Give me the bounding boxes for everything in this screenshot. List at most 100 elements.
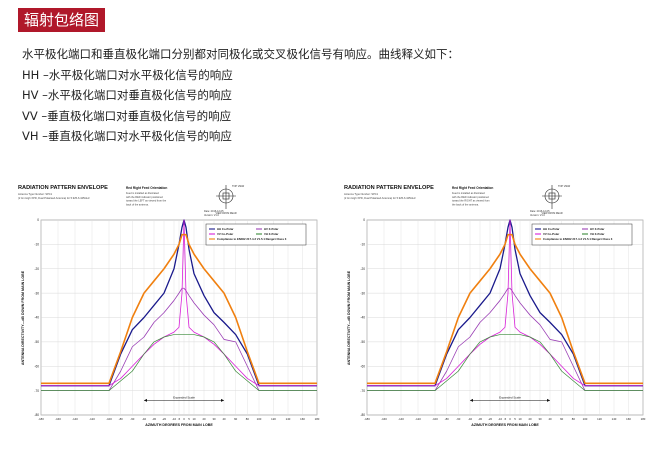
x-tick-label: -60: [456, 417, 460, 421]
orientation-text: toward the RIGHT as viewed from: [452, 200, 490, 203]
x-tick-label: -120: [89, 417, 95, 421]
feed-block: [222, 192, 230, 200]
legend-label-hv: HV X-Polar: [590, 227, 605, 231]
legend-label-vh: VH X-Polar: [264, 232, 279, 236]
y-tick-label: 0: [363, 218, 365, 222]
feed-label: TOP VIEW: [558, 185, 571, 188]
x-tick-label: -40: [142, 417, 146, 421]
x-tick-label: 5: [514, 417, 516, 421]
series-line-vh: [41, 334, 317, 391]
x-tick-label: -60: [130, 417, 134, 421]
y-tick-label: -80: [34, 413, 39, 417]
curve-definition-vh: VH –垂直极化端口对水平极化信号的响应: [22, 129, 232, 143]
arrow-head-icon: [221, 398, 224, 402]
legend-label-hv: HV X-Polar: [264, 227, 279, 231]
orientation-text: back of the antenna.: [126, 203, 149, 206]
feed-orientation-icon: TOP VIEW: [542, 185, 571, 209]
chart-date: Date: 2016-12-05: [204, 210, 224, 213]
x-tick-label: 10: [518, 417, 522, 421]
chart-subtitle: Antenna Type Number: SPC1: [344, 192, 379, 196]
x-tick-label: 100: [257, 417, 262, 421]
x-tick-label: 0: [183, 417, 185, 421]
x-tick-label: 80: [246, 417, 250, 421]
y-tick-label: -10: [34, 243, 39, 247]
expanded-scale-label: Expanded Scale: [499, 395, 521, 399]
chart-subtitle: (2 4m High XPD, Dual Polarised Antenna) …: [344, 196, 416, 200]
y-tick-label: -80: [360, 413, 365, 417]
y-tick-label: -50: [360, 340, 365, 344]
x-tick-label: 40: [548, 417, 552, 421]
orientation-text: with the RED indicator positioned: [452, 196, 489, 199]
chart-subtitle: Antenna Type Number: SPC1: [18, 192, 53, 196]
y-tick-label: -60: [360, 364, 365, 368]
feed-label: TOP VIEW: [232, 185, 245, 188]
feed-orientation-icon: TOP VIEW: [216, 185, 245, 209]
x-tick-label: -20: [162, 417, 166, 421]
x-tick-label: -80: [119, 417, 123, 421]
orientation-text: with the RED indicator positioned: [126, 196, 163, 199]
x-tick-label: 120: [597, 417, 602, 421]
series-line-envelope: [367, 233, 643, 385]
orientation-text: Feed is installed as illustrated: [126, 192, 159, 195]
x-tick-label: -160: [55, 417, 61, 421]
y-tick-label: -70: [360, 389, 365, 393]
series-line-hv: [367, 287, 643, 392]
y-tick-label: -40: [34, 316, 39, 320]
x-tick-label: -140: [72, 417, 78, 421]
x-tick-label: 80: [572, 417, 576, 421]
x-tick-label: -100: [106, 417, 112, 421]
chart-version: Version: V1.0: [530, 214, 545, 217]
x-tick-label: -5: [178, 417, 181, 421]
x-axis-label: AZIMUTH DEGREES FROM MAIN LOBE: [471, 423, 539, 427]
chart-heading: RADIATION PATTERN ENVELOPE: [344, 185, 434, 191]
arrow-head-icon: [470, 398, 473, 402]
x-tick-label: 30: [212, 417, 216, 421]
orientation-text: toward the LEFT as viewed from the: [126, 200, 167, 203]
series-line-hv: [41, 287, 317, 392]
x-tick-label: -100: [432, 417, 438, 421]
series-line-vv: [41, 219, 317, 387]
x-tick-label: -30: [478, 417, 482, 421]
view-from-rear-label: VIEW FROM REAR: [541, 212, 562, 215]
x-tick-label: -80: [445, 417, 449, 421]
radiation-pattern-figure-right: RADIATION PATTERN ENVELOPE Antenna Type N…: [340, 180, 650, 430]
orientation-title: Red Right Feed Orientation: [452, 186, 493, 190]
legend-label-hh: HH Co-Polar: [217, 227, 234, 231]
x-axis-label: AZIMUTH DEGREES FROM MAIN LOBE: [145, 423, 213, 427]
x-tick-label: -160: [381, 417, 387, 421]
description: 水平极化端口和垂直极化端口分别都对同极化或交叉极化信号有响应。曲线释义如下： H…: [22, 44, 642, 147]
x-tick-label: 20: [528, 417, 532, 421]
chart-date: Date: 2016-12-05: [530, 210, 550, 213]
x-tick-label: 160: [626, 417, 631, 421]
y-axis-label: ANTENNA DIRECTIVITY—dB DOWN FROM MAIN LO…: [21, 270, 25, 365]
curve-definition-hv: HV –水平极化端口对垂直极化信号的响应: [22, 88, 232, 102]
arrow-head-icon: [547, 398, 550, 402]
series-line-vv: [367, 219, 643, 387]
y-tick-label: 0: [37, 218, 39, 222]
x-tick-label: -180: [38, 417, 44, 421]
x-tick-label: 30: [538, 417, 542, 421]
y-tick-label: -60: [34, 364, 39, 368]
x-tick-label: -5: [504, 417, 507, 421]
x-tick-label: 60: [560, 417, 564, 421]
expanded-scale-label: Expanded Scale: [173, 395, 195, 399]
x-tick-label: -120: [415, 417, 421, 421]
y-tick-label: -70: [34, 389, 39, 393]
x-tick-label: 40: [222, 417, 226, 421]
orientation-text: the back of the antenna.: [452, 203, 479, 206]
x-tick-label: 5: [188, 417, 190, 421]
x-tick-label: 180: [315, 417, 320, 421]
legend-label-envelope: Compliance to EN302 217-4-2 V1.5.1 Range…: [543, 237, 613, 241]
x-tick-label: 120: [271, 417, 276, 421]
legend-label-vv: VV Co-Polar: [217, 232, 234, 236]
x-tick-label: -20: [488, 417, 492, 421]
x-tick-label: 180: [641, 417, 646, 421]
curve-definition-vv: VV –垂直极化端口对垂直极化信号的响应: [22, 108, 232, 123]
x-tick-label: -10: [498, 417, 502, 421]
x-tick-label: -30: [152, 417, 156, 421]
y-tick-label: -50: [34, 340, 39, 344]
orientation-text: Feed is installed as illustrated: [452, 192, 485, 195]
x-tick-label: 140: [612, 417, 617, 421]
